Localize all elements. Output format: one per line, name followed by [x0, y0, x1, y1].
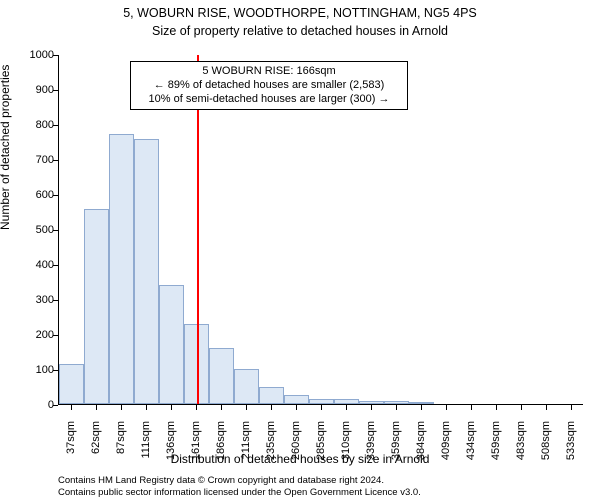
y-tick-label: 0 [14, 399, 54, 411]
y-tick-mark [53, 370, 58, 371]
x-tick-label: 339sqm [365, 421, 377, 481]
x-tick-label: 533sqm [565, 421, 577, 481]
annotation-line: ← 89% of detached houses are smaller (2,… [137, 79, 401, 93]
x-tick-mark [271, 405, 272, 410]
x-tick-label: 508sqm [540, 421, 552, 481]
x-tick-label: 384sqm [415, 421, 427, 481]
x-tick-mark [221, 405, 222, 410]
histogram-bar [284, 395, 309, 404]
x-tick-mark [321, 405, 322, 410]
annotation-box: 5 WOBURN RISE: 166sqm← 89% of detached h… [130, 61, 408, 110]
histogram-bar [159, 285, 184, 404]
y-tick-mark [53, 55, 58, 56]
x-tick-mark [196, 405, 197, 410]
y-axis-label: Number of detached properties [0, 65, 12, 230]
x-tick-label: 235sqm [265, 421, 277, 481]
x-tick-label: 161sqm [190, 421, 202, 481]
x-tick-label: 62sqm [90, 421, 102, 481]
x-tick-label: 136sqm [165, 421, 177, 481]
x-tick-mark [421, 405, 422, 410]
y-tick-mark [53, 195, 58, 196]
histogram-bar [209, 348, 234, 404]
x-tick-mark [521, 405, 522, 410]
x-tick-label: 409sqm [440, 421, 452, 481]
y-tick-label: 900 [14, 84, 54, 96]
y-tick-mark [53, 125, 58, 126]
histogram-bar [134, 139, 159, 404]
x-tick-mark [371, 405, 372, 410]
y-tick-mark [53, 300, 58, 301]
x-tick-label: 211sqm [240, 421, 252, 481]
x-tick-mark [471, 405, 472, 410]
chart-subtitle: Size of property relative to detached ho… [0, 24, 600, 38]
annotation-line: 5 WOBURN RISE: 166sqm [137, 65, 401, 79]
y-tick-label: 800 [14, 119, 54, 131]
y-tick-label: 500 [14, 224, 54, 236]
chart-container: { "chart": { "type": "histogram", "title… [0, 0, 600, 500]
y-tick-mark [53, 405, 58, 406]
histogram-bar [109, 134, 134, 404]
y-tick-label: 100 [14, 364, 54, 376]
y-tick-mark [53, 230, 58, 231]
y-tick-mark [53, 160, 58, 161]
x-tick-mark [71, 405, 72, 410]
x-tick-mark [146, 405, 147, 410]
x-tick-label: 111sqm [140, 421, 152, 481]
histogram-bar [309, 399, 334, 404]
x-tick-label: 285sqm [315, 421, 327, 481]
y-tick-label: 200 [14, 329, 54, 341]
x-tick-mark [396, 405, 397, 410]
y-axis-label-text: Number of detached properties [0, 65, 12, 230]
footnote-line: Contains public sector information licen… [58, 487, 421, 499]
y-tick-label: 300 [14, 294, 54, 306]
x-tick-mark [546, 405, 547, 410]
x-tick-mark [571, 405, 572, 410]
x-tick-label: 186sqm [215, 421, 227, 481]
y-tick-label: 400 [14, 259, 54, 271]
x-tick-mark [346, 405, 347, 410]
y-tick-mark [53, 90, 58, 91]
x-tick-label: 260sqm [290, 421, 302, 481]
y-tick-mark [53, 265, 58, 266]
x-tick-mark [246, 405, 247, 410]
x-tick-label: 310sqm [340, 421, 352, 481]
x-tick-mark [121, 405, 122, 410]
x-tick-mark [446, 405, 447, 410]
histogram-bar [59, 364, 84, 404]
histogram-bar [84, 209, 109, 404]
histogram-bar [409, 402, 434, 404]
x-tick-label: 37sqm [65, 421, 77, 481]
x-tick-label: 483sqm [515, 421, 527, 481]
chart-title: 5, WOBURN RISE, WOODTHORPE, NOTTINGHAM, … [0, 6, 600, 20]
x-tick-mark [496, 405, 497, 410]
y-tick-label: 1000 [14, 49, 54, 61]
y-tick-label: 600 [14, 189, 54, 201]
histogram-bar [334, 399, 359, 404]
x-tick-label: 459sqm [490, 421, 502, 481]
annotation-line: 10% of semi-detached houses are larger (… [137, 93, 401, 107]
histogram-bar [259, 387, 284, 404]
x-tick-mark [96, 405, 97, 410]
x-tick-mark [171, 405, 172, 410]
x-tick-label: 87sqm [115, 421, 127, 481]
x-tick-label: 359sqm [390, 421, 402, 481]
histogram-bar [384, 401, 409, 404]
histogram-bar [359, 401, 384, 404]
x-tick-label: 434sqm [465, 421, 477, 481]
y-tick-label: 700 [14, 154, 54, 166]
y-tick-mark [53, 335, 58, 336]
x-tick-mark [296, 405, 297, 410]
histogram-bar [234, 369, 259, 404]
